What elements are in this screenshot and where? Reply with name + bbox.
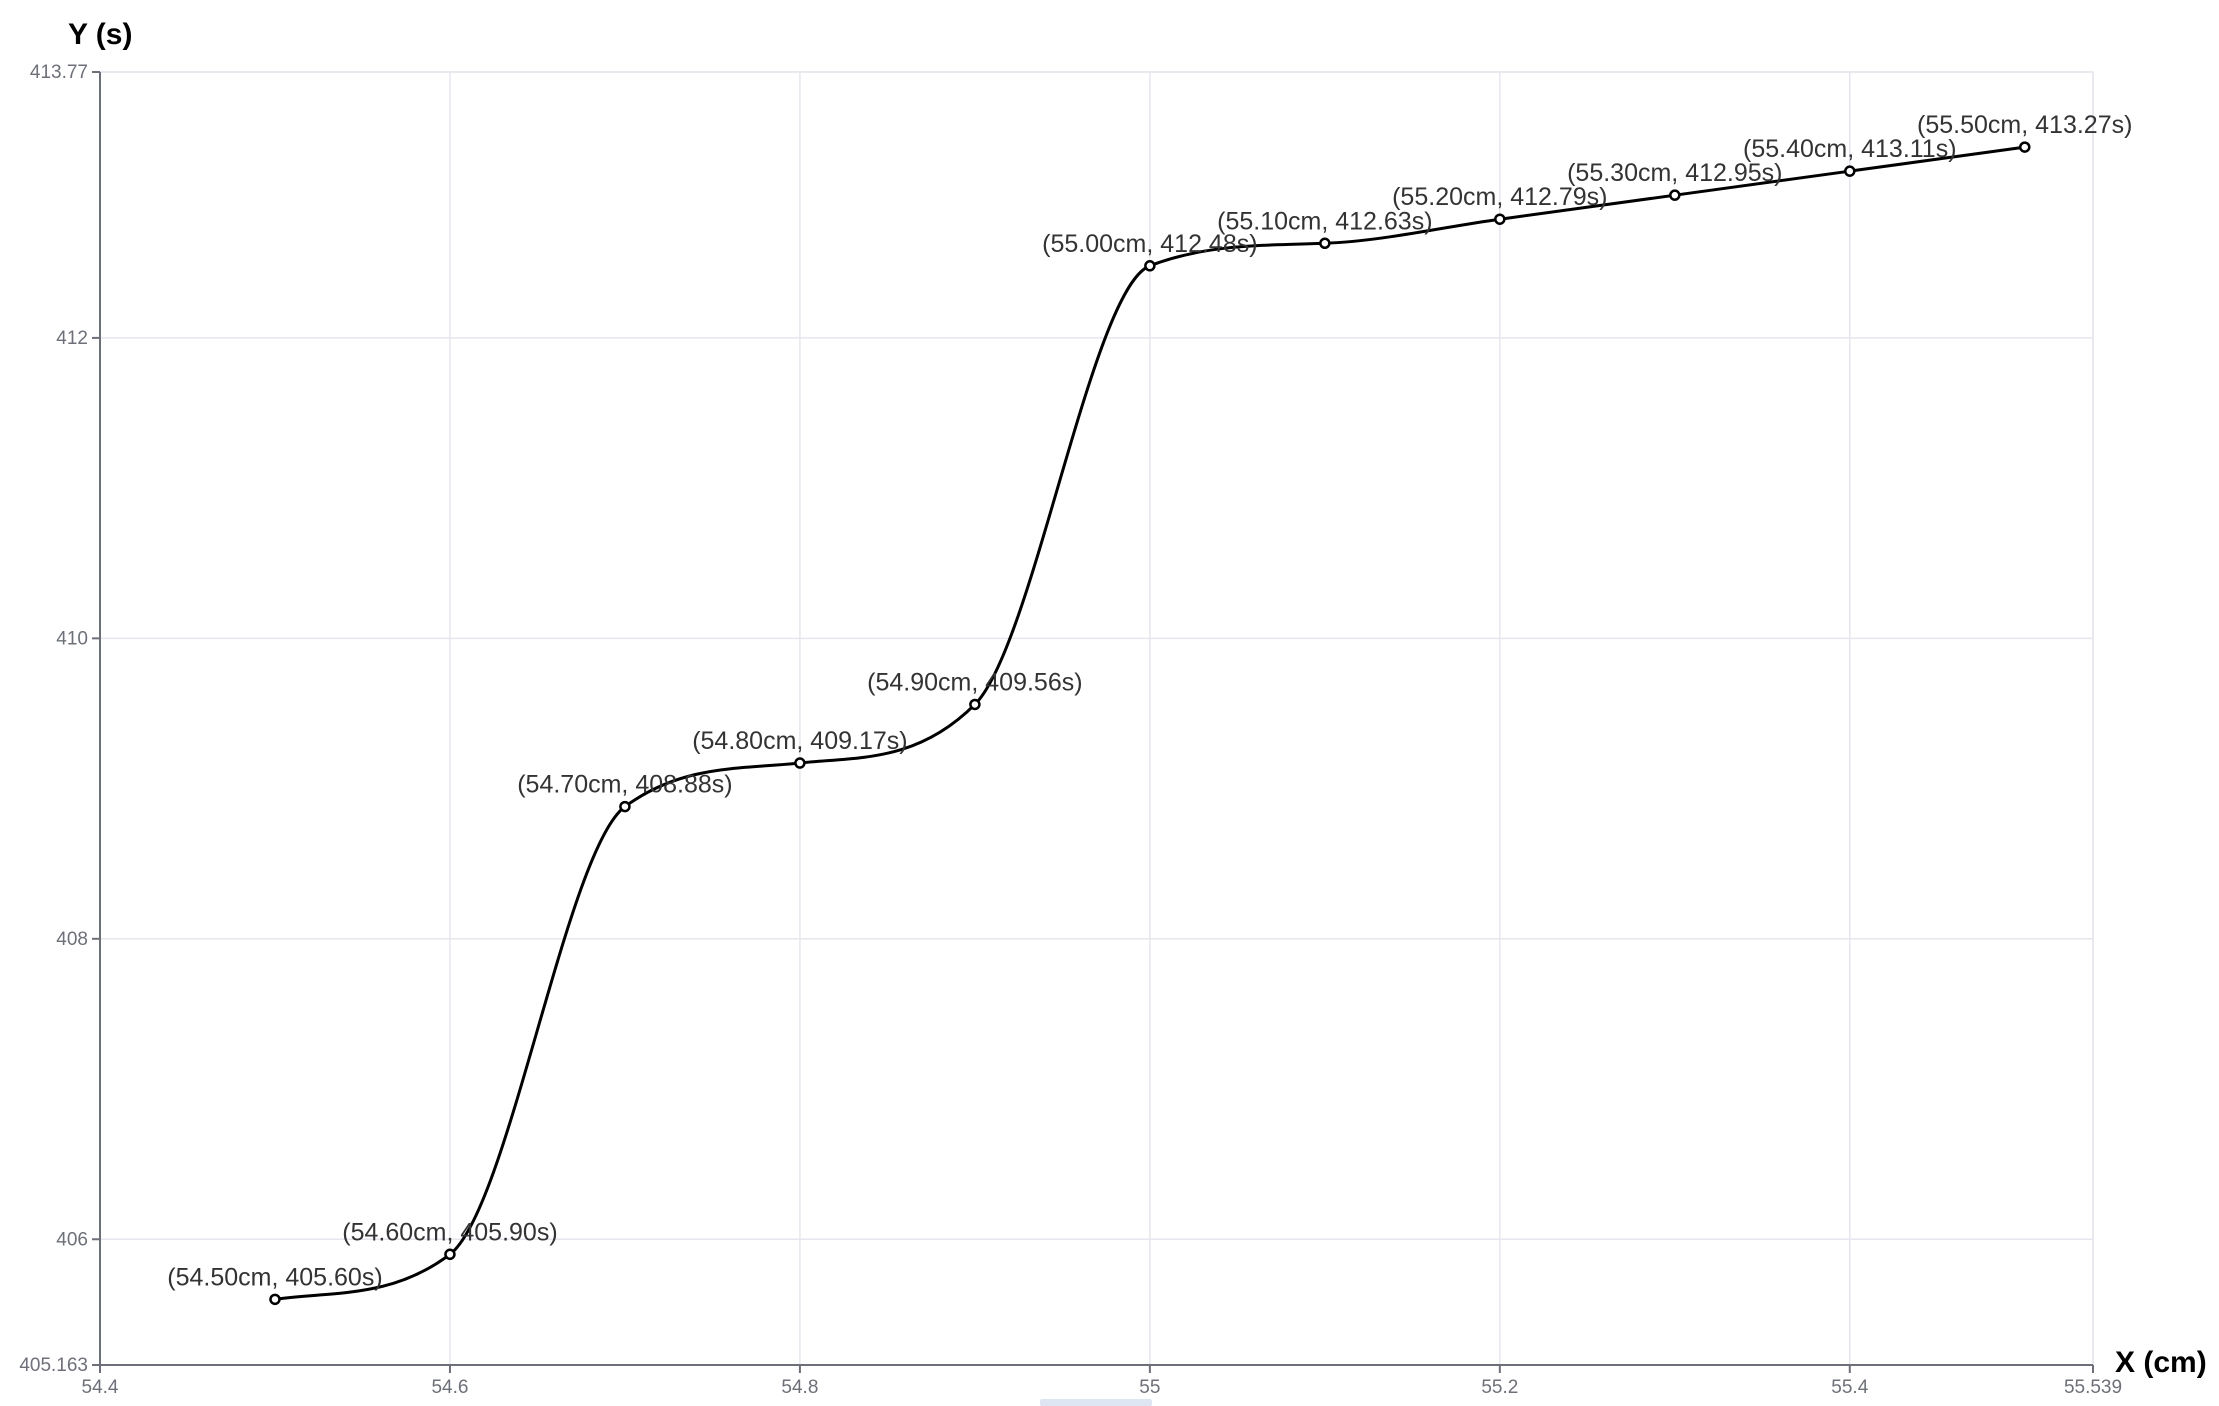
data-point: [794, 757, 806, 769]
y-tick-label: 413.77: [30, 62, 88, 83]
data-labels: (54.50cm, 405.60s) (54.60cm, 405.90s) (54.…: [167, 111, 2132, 1291]
y-axis-title: Y (s): [68, 18, 132, 51]
y-tick-label: 412: [56, 328, 88, 349]
axes: 54.4 54.6 54.8 55 55.2 55.4 55.539 405.163 406 40…: [19, 62, 2122, 1398]
series-line: [274, 145, 2025, 1301]
zoom-slider-handle[interactable]: [1040, 1399, 1152, 1406]
data-label: (55.00cm, 412.48s): [1042, 230, 1257, 258]
data-point: [444, 1248, 456, 1261]
data-label: (55.40cm, 413.11s): [1743, 135, 1957, 163]
data-label: (55.20cm, 412.79s): [1392, 183, 1607, 211]
data-point: [1319, 237, 1331, 250]
data-label: (55.30cm, 412.95s): [1567, 159, 1782, 187]
x-tick-label: 55.539: [2064, 1377, 2122, 1398]
grid: [100, 71, 2094, 1365]
x-axis-title: X (cm): [2115, 1346, 2207, 1379]
data-point: [2019, 141, 2031, 153]
y-tick-label: 405.163: [19, 1355, 88, 1376]
x-tick-label: 54.4: [82, 1377, 119, 1398]
y-tick-label: 406: [56, 1229, 88, 1250]
y-tick-label: 410: [56, 628, 88, 649]
data-label: (54.50cm, 405.60s): [167, 1263, 382, 1291]
x-tick-label: 55.2: [1481, 1377, 1518, 1398]
series: [269, 141, 2031, 1306]
data-point: [269, 1293, 281, 1306]
x-tick-label: 55: [1139, 1377, 1160, 1398]
data-label: (54.80cm, 409.17s): [692, 727, 907, 755]
data-point: [1494, 213, 1506, 225]
data-label: (55.50cm, 413.27s): [1917, 111, 2132, 139]
data-point: [1669, 189, 1681, 201]
data-point: [1844, 165, 1856, 177]
data-point: [969, 698, 981, 711]
data-label: (54.90cm, 409.56s): [867, 668, 1082, 696]
x-tick-label: 54.8: [781, 1377, 818, 1398]
data-point: [619, 800, 631, 813]
data-label: (54.60cm, 405.90s): [342, 1218, 557, 1246]
y-tick-label: 408: [56, 929, 88, 950]
data-point: [1144, 260, 1156, 272]
x-tick-label: 55.4: [1831, 1377, 1868, 1398]
data-label: (54.70cm, 408.88s): [517, 771, 732, 799]
data-label: (55.10cm, 412.63s): [1217, 207, 1432, 235]
x-tick-label: 54.6: [431, 1377, 468, 1398]
